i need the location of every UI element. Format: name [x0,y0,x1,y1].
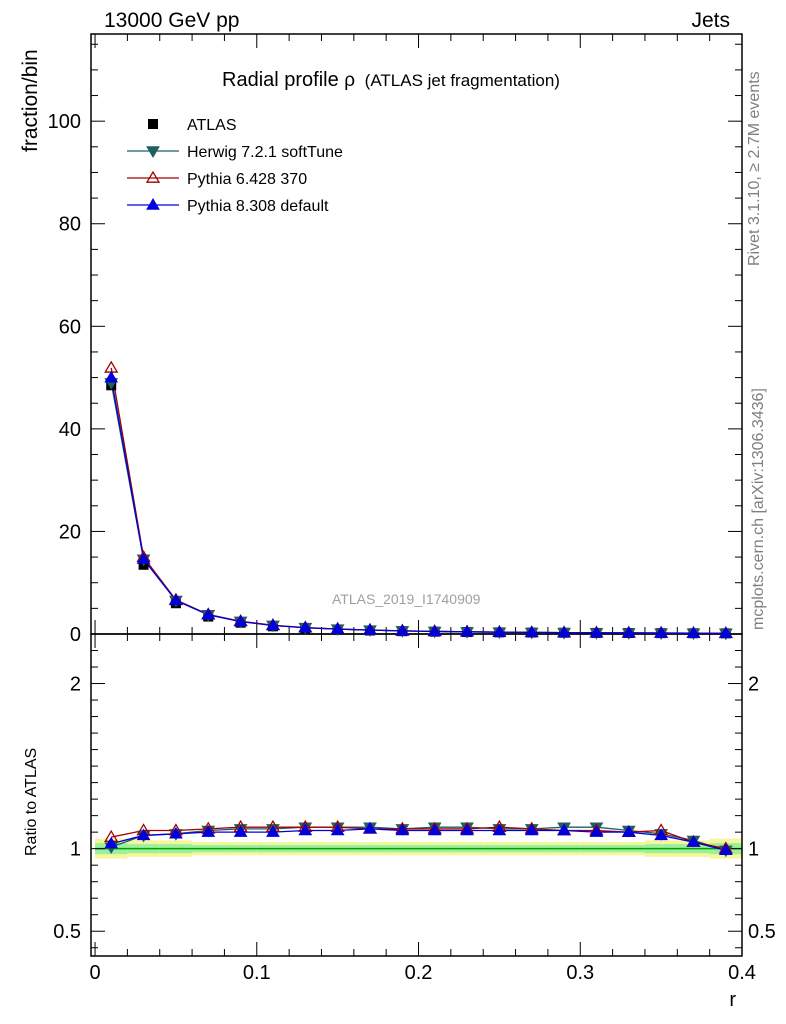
y-tick-label: 60 [59,316,81,338]
chart-title-symbol: ρ [344,70,355,91]
series-point-ratio [492,823,507,836]
series-point-ratio [654,828,669,841]
series-point-main [330,622,345,634]
series-point-main [395,623,410,636]
series-point-main [266,618,280,631]
series-point-main [686,626,701,638]
legend-label: Herwig 7.2.1 softTune [187,144,343,161]
y-tick-label: 100 [48,111,81,133]
ratio-y-tick-label-right: 1 [748,839,759,861]
series-point-ratio [266,825,280,837]
y-axis-label: fraction/bin [19,49,42,152]
x-tick-label: 0.3 [566,962,594,984]
ratio-y-tick-label-right: 0.5 [748,921,776,943]
series-point-main [621,625,636,638]
header-left: 13000 GeV pp [104,9,240,32]
series-point-main [427,624,442,637]
y-tick-label: 40 [59,419,81,441]
y-tick-label: 0 [70,624,81,646]
series-point-main [589,625,604,638]
x-tick-label: 0.2 [405,962,433,984]
series-point-ratio [395,823,410,836]
chart-title-main: Radial profile [222,69,339,91]
legend-marker [148,119,158,129]
series-point-ratio [330,823,345,836]
x-tick-label: 0.1 [243,962,271,984]
series-line-ratio [110,826,727,851]
series-point-main [363,623,377,635]
series-point-ratio [233,825,248,837]
legend-label: ATLAS [187,117,237,134]
series-point-ratio [363,821,377,834]
ratio-y-tick-label: 1 [70,839,81,861]
plot-frames [90,33,743,957]
series-point-main [718,626,733,639]
series-point-main [557,625,571,638]
series-point-ratio [557,823,571,836]
analysis-label: ATLAS_2019_I1740909 [332,591,481,607]
series-point-ratio [718,843,733,856]
series-point-main [201,607,216,620]
chart-title: Radial profile ρ (ATLAS jet fragmentatio… [222,69,560,91]
series-point-ratio [201,825,216,837]
series-point-ratio [427,823,442,836]
legend-label: Pythia 8.308 default [187,198,329,215]
series-point-main [104,370,119,383]
y-tick-label: 20 [59,521,81,543]
series-curves [110,367,727,851]
header-right: Jets [691,9,730,32]
series-point-main [654,626,669,638]
chart-title-suffix: (ATLAS jet fragmentation) [365,71,560,90]
axis-ticks: 0 0.1 0.2 0.3 0.4 0 20 40 60 80 100 0.5 0.5 1 1 2 2 [48,34,776,984]
x-tick-label: 0 [89,962,100,984]
ratio-frame [90,633,743,957]
ratio-y-axis-label: Ratio to ATLAS [23,748,40,856]
legend-marker [146,146,160,158]
series-point-ratio [686,835,701,847]
series-point-main [169,593,183,606]
series-point-main [136,552,151,564]
series-point-ratio [524,823,539,836]
series-point-ratio [298,823,313,836]
legend: ATLAS Herwig 7.2.1 softTune Pythia 6.428 3… [127,117,343,215]
series-point-ratio [460,823,474,836]
x-axis-label: r [729,989,736,1011]
legend-label: Pythia 6.428 370 [187,171,307,188]
series-point-ratio [589,825,604,837]
series-point-ratio [104,836,119,849]
series-line-main [110,377,726,634]
series-point-main [298,620,313,633]
series-point-ratio [621,825,636,837]
y-tick-label: 80 [59,214,81,236]
series-point-main [492,625,507,637]
ratio-y-tick-label: 2 [70,674,81,696]
series-point-main [460,624,474,637]
series-point-ratio [136,828,151,841]
series-point-main [524,625,539,638]
uncertainty-bands [95,838,742,859]
series-point-main [233,614,248,627]
legend-marker [146,198,160,210]
x-tick-label: 0.4 [728,962,756,984]
legend-marker [145,170,161,183]
series-point-ratio [169,826,183,839]
ratio-y-tick-label: 0.5 [53,921,81,943]
series-markers [104,360,733,858]
ratio-y-tick-label-right: 2 [748,674,759,696]
